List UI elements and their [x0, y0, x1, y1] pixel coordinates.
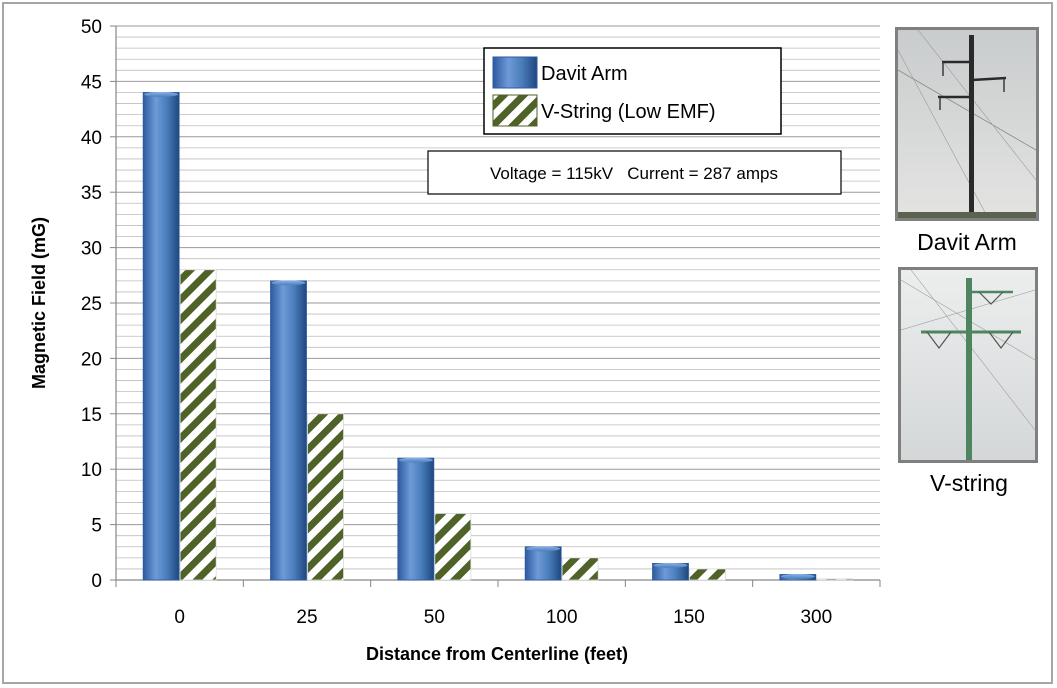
- annotation-text: Voltage = 115kV Current = 287 amps: [490, 164, 778, 183]
- bar-davit-arm-top: [526, 546, 561, 552]
- legend-swatch-davit: [492, 56, 538, 89]
- bar-v-string: [689, 568, 726, 581]
- v-string-caption: V-string: [930, 470, 1008, 496]
- bar-v-string: [816, 578, 854, 581]
- legend-label-davit: Davit Arm: [541, 63, 628, 85]
- x-tick-label: 100: [546, 607, 578, 628]
- v-string-tower-image: [901, 270, 1035, 460]
- bar-davit-arm-top: [398, 457, 433, 463]
- y-axis-label: Magnetic Field (mG): [29, 217, 49, 389]
- bar-davit-arm: [142, 92, 180, 581]
- legend-swatch-vstring: [492, 94, 538, 127]
- bar-davit-arm-top: [653, 562, 688, 568]
- bar-v-string: [561, 557, 599, 581]
- axes: [110, 25, 881, 587]
- y-tick-label: 5: [91, 516, 102, 537]
- y-tick-label: 25: [81, 294, 102, 315]
- y-tick-label: 15: [81, 405, 102, 426]
- legend-label-vstring: V-String (Low EMF): [541, 101, 715, 123]
- y-tick-label: 10: [81, 460, 102, 481]
- y-tick-label: 30: [81, 239, 102, 260]
- bar-davit-arm-top: [780, 573, 815, 579]
- x-tick-label: 50: [424, 607, 445, 628]
- v-string-photo: [898, 267, 1038, 463]
- bar-davit-arm: [524, 546, 562, 581]
- bar-v-string: [307, 413, 344, 581]
- tick-labels: 0 5 10 15 20 25 30 35 40 45 50 0 25 50 100 150 300: [81, 17, 832, 628]
- bar-davit-arm-top: [144, 91, 179, 97]
- annotation-box: Voltage = 115kV Current = 287 amps: [427, 150, 842, 195]
- x-tick-label: 150: [673, 607, 705, 628]
- y-tick-label: 20: [81, 349, 102, 370]
- davit-arm-photo: [895, 27, 1039, 221]
- x-tick-label: 300: [800, 607, 832, 628]
- davit-arm-caption: Davit Arm: [917, 229, 1017, 255]
- bar-davit-arm: [397, 457, 435, 581]
- bar-v-string: [179, 269, 217, 581]
- y-tick-label: 40: [81, 128, 102, 149]
- x-tick-label: 0: [174, 607, 185, 628]
- y-tick-label: 0: [91, 571, 102, 592]
- bar-v-string: [434, 513, 472, 581]
- y-tick-label: 35: [81, 183, 102, 204]
- bar-davit-arm-top: [271, 280, 306, 286]
- x-tick-label: 25: [296, 607, 317, 628]
- davit-arm-tower-image: [898, 30, 1036, 218]
- y-tick-label: 50: [81, 17, 102, 38]
- x-axis-label: Distance from Centerline (feet): [366, 644, 628, 664]
- legend: Davit Arm V-String (Low EMF): [483, 47, 782, 135]
- bars: [142, 91, 854, 581]
- y-tick-label: 45: [81, 72, 102, 93]
- bar-davit-arm: [270, 280, 307, 581]
